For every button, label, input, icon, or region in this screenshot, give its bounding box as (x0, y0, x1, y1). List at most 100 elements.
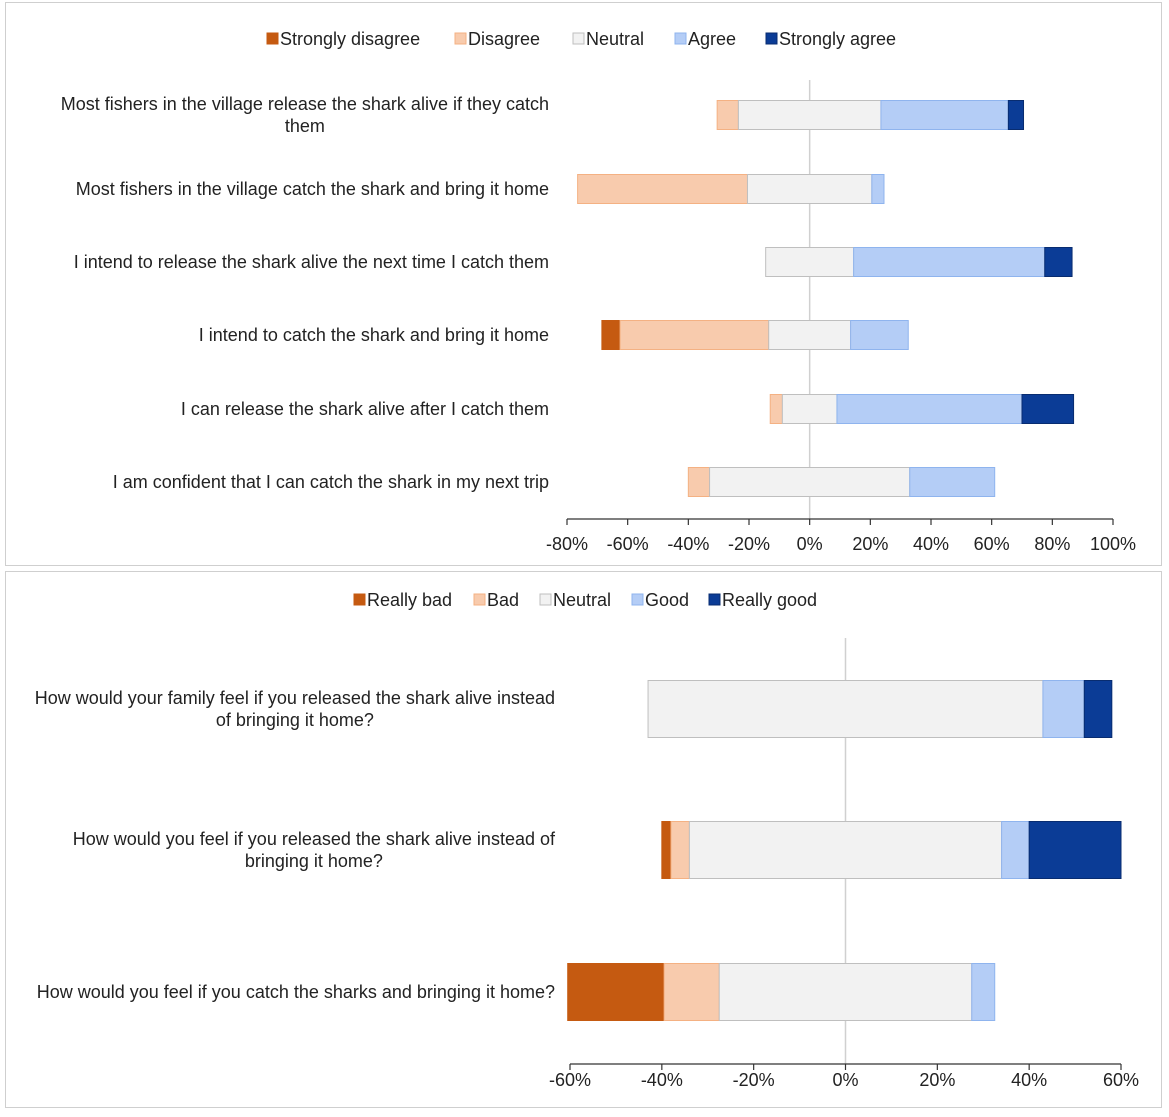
category-label: I intend to release the shark alive the … (74, 252, 549, 272)
legend-label: Strongly disagree (280, 29, 420, 49)
legend-swatch (674, 32, 687, 45)
category-label-line: How would you feel if you released the s… (73, 829, 556, 849)
category-label: Most fishers in the village release the … (61, 94, 549, 136)
category-label: How would you feel if you catch the shar… (37, 982, 555, 1002)
legend-label: Neutral (553, 590, 611, 610)
category-label-line: them (285, 116, 325, 136)
legend-swatch (353, 593, 366, 606)
bar-segment-neutral (647, 680, 1044, 738)
legend-label: Agree (688, 29, 736, 49)
bar-segment-agree (836, 394, 1023, 424)
x-tick-label: -20% (728, 534, 770, 554)
x-tick-label: -40% (667, 534, 709, 554)
bar-segment-disagree (716, 100, 739, 130)
category-label: Most fishers in the village catch the sh… (76, 179, 549, 199)
legend-swatch (266, 32, 279, 45)
bar-segment-strongly-agree (1021, 394, 1075, 424)
bar-row-2 (567, 963, 996, 1021)
legend-item-2: Neutral (539, 590, 611, 610)
bar-segment-agree (853, 247, 1046, 277)
legend-swatch (631, 593, 644, 606)
legend-swatch (708, 593, 721, 606)
x-tick-label: -40% (641, 1070, 683, 1090)
x-tick-label: 40% (1011, 1070, 1047, 1090)
x-tick-label: 60% (974, 534, 1010, 554)
x-tick-label: 80% (1034, 534, 1070, 554)
bar-segment-neutral (746, 174, 873, 204)
bar-segment-really-good (1028, 821, 1122, 879)
category-label-line: How would you feel if you catch the shar… (37, 982, 555, 1002)
category-label: I can release the shark alive after I ca… (181, 399, 549, 419)
legend-item-3: Good (631, 590, 689, 610)
x-tick-label: -20% (733, 1070, 775, 1090)
legend-label: Strongly agree (779, 29, 896, 49)
legend-label: Disagree (468, 29, 540, 49)
category-label-line: I intend to catch the shark and bring it… (199, 325, 549, 345)
x-tick-label: 40% (913, 534, 949, 554)
bar-segment-strongly-agree (1007, 100, 1025, 130)
bar-segment-neutral (688, 821, 1003, 879)
legend-label: Really bad (367, 590, 452, 610)
bar-segment-strongly-agree (1044, 247, 1073, 277)
x-tick-label: 20% (852, 534, 888, 554)
category-label: I intend to catch the shark and bring it… (199, 325, 549, 345)
x-tick-label: 20% (919, 1070, 955, 1090)
x-tick-label: 0% (832, 1070, 858, 1090)
legend-item-0: Strongly disagree (266, 29, 420, 49)
category-label-line: I am confident that I can catch the shar… (113, 472, 549, 492)
bar-row-4 (769, 394, 1075, 424)
bar-segment-bad (663, 963, 720, 1021)
category-label-line: of bringing it home? (216, 710, 374, 730)
legend-item-2: Neutral (572, 29, 644, 49)
bar-row-1 (661, 821, 1122, 879)
bar-segment-agree (871, 174, 885, 204)
category-label: How would you feel if you released the s… (73, 829, 556, 871)
bar-row-0 (716, 100, 1025, 130)
bar-segment-disagree (619, 320, 770, 350)
x-tick-label: 60% (1103, 1070, 1139, 1090)
bar-segment-good (1001, 821, 1030, 879)
bar-segment-good (1042, 680, 1085, 738)
bar-row-1 (577, 174, 885, 204)
legend-swatch (473, 593, 486, 606)
legend-swatch (765, 32, 778, 45)
legend-swatch (572, 32, 585, 45)
bar-row-2 (765, 247, 1073, 277)
category-label-line: Most fishers in the village catch the sh… (76, 179, 549, 199)
bar-segment-really-good (1083, 680, 1113, 738)
legend-swatch (454, 32, 467, 45)
bar-segment-disagree (577, 174, 748, 204)
category-label: How would your family feel if you releas… (35, 688, 555, 730)
x-tick-label: 0% (797, 534, 823, 554)
legend-label: Really good (722, 590, 817, 610)
bar-row-0 (647, 680, 1113, 738)
x-tick-label: -60% (549, 1070, 591, 1090)
legend-item-3: Agree (674, 29, 736, 49)
bar-segment-neutral (781, 394, 838, 424)
legend-item-0: Really bad (353, 590, 452, 610)
bar-segment-neutral (709, 467, 911, 497)
bar-segment-neutral (768, 320, 852, 350)
category-label-line: I can release the shark alive after I ca… (181, 399, 549, 419)
bar-segment-really-bad (567, 963, 665, 1021)
legend-label: Neutral (586, 29, 644, 49)
bar-segment-neutral (765, 247, 855, 277)
likert-chart-attitudes: Strongly disagree Disagree Neutral Agree Str… (61, 29, 1136, 554)
category-label-line: bringing it home? (245, 851, 383, 871)
bar-segment-strongly-disagree (601, 320, 621, 350)
bar-segment-good (971, 963, 996, 1021)
likert-panel-attitudes: Strongly disagree Disagree Neutral Agree Str… (5, 2, 1162, 566)
legend-item-4: Strongly agree (765, 29, 896, 49)
legend-swatch (539, 593, 552, 606)
legend-label: Good (645, 590, 689, 610)
legend-item-1: Disagree (454, 29, 540, 49)
x-tick-label: -60% (607, 534, 649, 554)
x-tick-label: -80% (546, 534, 588, 554)
bar-segment-agree (909, 467, 996, 497)
likert-chart-feelings: Really bad Bad Neutral Good Really good -60% -… (35, 590, 1139, 1090)
category-label-line: Most fishers in the village release the … (61, 94, 549, 114)
legend-item-4: Really good (708, 590, 817, 610)
bar-row-5 (687, 467, 996, 497)
bar-segment-neutral (737, 100, 882, 130)
bar-row-3 (601, 320, 909, 350)
